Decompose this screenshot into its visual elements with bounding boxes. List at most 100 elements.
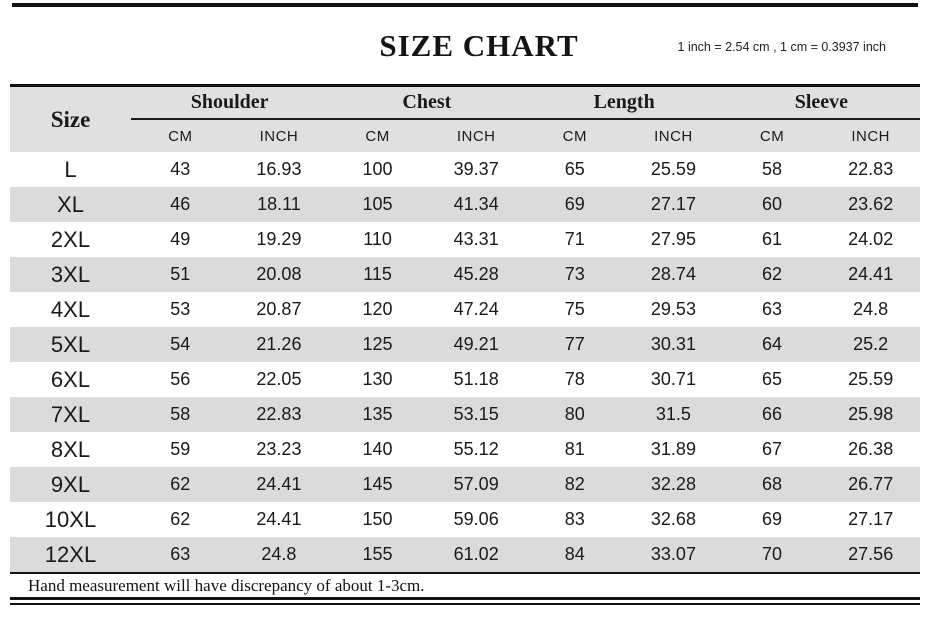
value-cell: 140 — [362, 439, 393, 459]
table-row: 4XL 53 20.87 120 47.24 75 29.53 63 24.8 — [10, 292, 920, 327]
unit-header-chest-inch: INCH — [456, 127, 496, 145]
value-cell: 145 — [362, 474, 393, 494]
table-row: 8XL 59 23.23 140 55.12 81 31.89 67 26.38 — [10, 432, 920, 467]
value-cell: 24.41 — [256, 474, 302, 494]
table-row: 10XL 62 24.41 150 59.06 83 32.68 69 27.1… — [10, 502, 920, 537]
table-row: 12XL 63 24.8 155 61.02 84 33.07 70 27.56 — [10, 537, 920, 572]
value-cell: 75 — [564, 299, 585, 319]
top-divider — [12, 3, 918, 7]
table-row: 6XL 56 22.05 130 51.18 78 30.71 65 25.59 — [10, 362, 920, 397]
footnote-row: Hand measurement will have discrepancy o… — [10, 574, 920, 597]
value-cell: 83 — [564, 509, 585, 529]
value-cell: 24.8 — [853, 299, 889, 319]
value-cell: 20.87 — [256, 299, 302, 319]
size-cell: 10XL — [44, 506, 97, 532]
value-cell: 66 — [762, 404, 783, 424]
value-cell: 27.95 — [650, 229, 696, 249]
value-cell: 25.2 — [853, 334, 889, 354]
value-cell: 32.28 — [650, 474, 696, 494]
value-cell: 78 — [564, 369, 585, 389]
measurement-disclaimer: Hand measurement will have discrepancy o… — [28, 575, 425, 595]
unit-header-sleeve-cm: CM — [759, 127, 785, 145]
value-cell: 65 — [762, 369, 783, 389]
column-group-sleeve: Sleeve — [722, 87, 920, 120]
value-cell: 30.71 — [650, 369, 696, 389]
value-cell: 61 — [762, 229, 783, 249]
unit-conversion-note: 1 inch = 2.54 cm , 1 cm = 0.3937 inch — [677, 39, 886, 54]
value-cell: 110 — [363, 229, 392, 249]
value-cell: 105 — [362, 194, 393, 214]
value-cell: 23.23 — [256, 439, 302, 459]
value-cell: 25.98 — [848, 404, 894, 424]
value-cell: 25.59 — [650, 159, 696, 179]
size-cell: XL — [57, 191, 84, 217]
table-row: 5XL 54 21.26 125 49.21 77 30.31 64 25.2 — [10, 327, 920, 362]
size-cell: 7XL — [50, 401, 91, 427]
value-cell: 26.38 — [848, 439, 894, 459]
value-cell: 39.37 — [453, 159, 499, 179]
value-cell: 73 — [564, 264, 585, 284]
value-cell: 22.83 — [256, 404, 302, 424]
size-cell: 5XL — [50, 331, 91, 357]
value-cell: 53 — [170, 299, 191, 319]
value-cell: 58 — [762, 159, 783, 179]
value-cell: 22.83 — [848, 159, 894, 179]
value-cell: 125 — [362, 334, 393, 354]
value-cell: 32.68 — [650, 509, 696, 529]
value-cell: 59 — [170, 439, 191, 459]
table-row: L 43 16.93 100 39.37 65 25.59 58 22.83 — [10, 152, 920, 187]
unit-header-length-inch: INCH — [654, 127, 693, 145]
value-cell: 41.34 — [453, 194, 499, 214]
size-cell: 3XL — [50, 261, 91, 287]
bottom-divider — [10, 597, 920, 605]
value-cell: 56 — [170, 369, 191, 389]
value-cell: 155 — [362, 544, 393, 564]
value-cell: 16.93 — [256, 159, 302, 179]
value-cell: 61.02 — [453, 544, 499, 564]
value-cell: 24.02 — [848, 229, 894, 249]
value-cell: 43.31 — [453, 229, 499, 249]
value-cell: 63 — [762, 299, 783, 319]
value-cell: 31.5 — [655, 404, 691, 424]
value-cell: 46 — [170, 194, 191, 214]
value-cell: 29.53 — [650, 299, 696, 319]
value-cell: 62 — [170, 474, 191, 494]
value-cell: 27.56 — [848, 544, 894, 564]
value-cell: 63 — [170, 544, 191, 564]
value-cell: 43 — [170, 159, 191, 179]
footnote-divider — [10, 572, 920, 574]
value-cell: 21.26 — [256, 334, 302, 354]
value-cell: 115 — [363, 264, 392, 284]
value-cell: 69 — [762, 509, 783, 529]
value-cell: 51.18 — [453, 369, 499, 389]
value-cell: 24.41 — [256, 509, 302, 529]
value-cell: 150 — [362, 509, 393, 529]
value-cell: 58 — [170, 404, 191, 424]
value-cell: 65 — [564, 159, 585, 179]
value-cell: 31.89 — [650, 439, 696, 459]
column-group-chest: Chest — [328, 87, 526, 120]
value-cell: 26.77 — [848, 474, 894, 494]
table-row: 9XL 62 24.41 145 57.09 82 32.28 68 26.77 — [10, 467, 920, 502]
size-table: Size Shoulder Chest Length Sleeve CM INC… — [10, 84, 920, 572]
size-cell: 4XL — [50, 296, 91, 322]
value-cell: 100 — [362, 159, 393, 179]
unit-header-length-cm: CM — [562, 127, 587, 145]
value-cell: 27.17 — [848, 509, 894, 529]
value-cell: 57.09 — [453, 474, 499, 494]
value-cell: 49 — [170, 229, 191, 249]
value-cell: 28.74 — [650, 264, 696, 284]
value-cell: 24.41 — [848, 264, 894, 284]
value-cell: 22.05 — [256, 369, 302, 389]
size-cell: 6XL — [50, 366, 91, 392]
unit-header-shoulder-inch: INCH — [259, 127, 299, 145]
column-header-size: Size — [50, 106, 91, 132]
table-body: L 43 16.93 100 39.37 65 25.59 58 22.83 X… — [10, 152, 920, 572]
table-row: XL 46 18.11 105 41.34 69 27.17 60 23.62 — [10, 187, 920, 222]
value-cell: 19.29 — [256, 229, 302, 249]
size-cell: L — [64, 156, 77, 182]
value-cell: 33.07 — [650, 544, 696, 564]
size-cell: 2XL — [50, 226, 91, 252]
size-cell: 12XL — [44, 541, 97, 567]
value-cell: 55.12 — [453, 439, 499, 459]
